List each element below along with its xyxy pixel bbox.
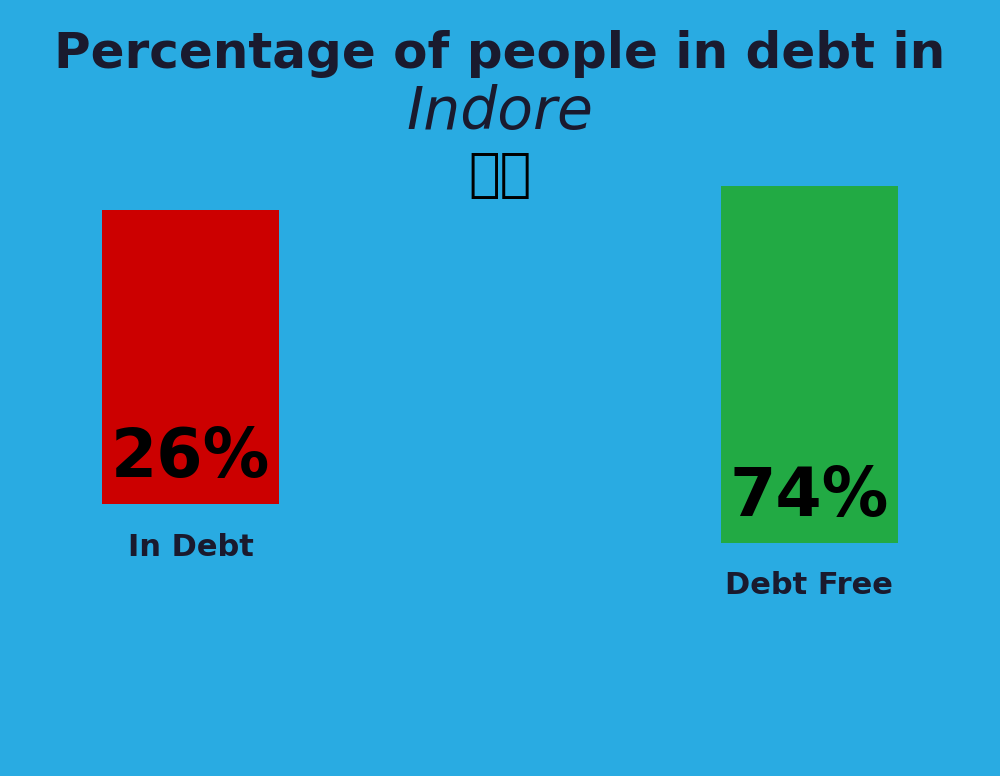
Text: 26%: 26%	[111, 424, 270, 491]
FancyBboxPatch shape	[721, 186, 898, 543]
Text: Indore: Indore	[407, 84, 593, 141]
Text: 74%: 74%	[730, 463, 889, 530]
Text: In Debt: In Debt	[128, 532, 254, 562]
FancyBboxPatch shape	[102, 210, 279, 504]
Text: Percentage of people in debt in: Percentage of people in debt in	[54, 30, 946, 78]
Text: 🇮🇳: 🇮🇳	[468, 148, 532, 201]
Text: Debt Free: Debt Free	[725, 571, 893, 601]
